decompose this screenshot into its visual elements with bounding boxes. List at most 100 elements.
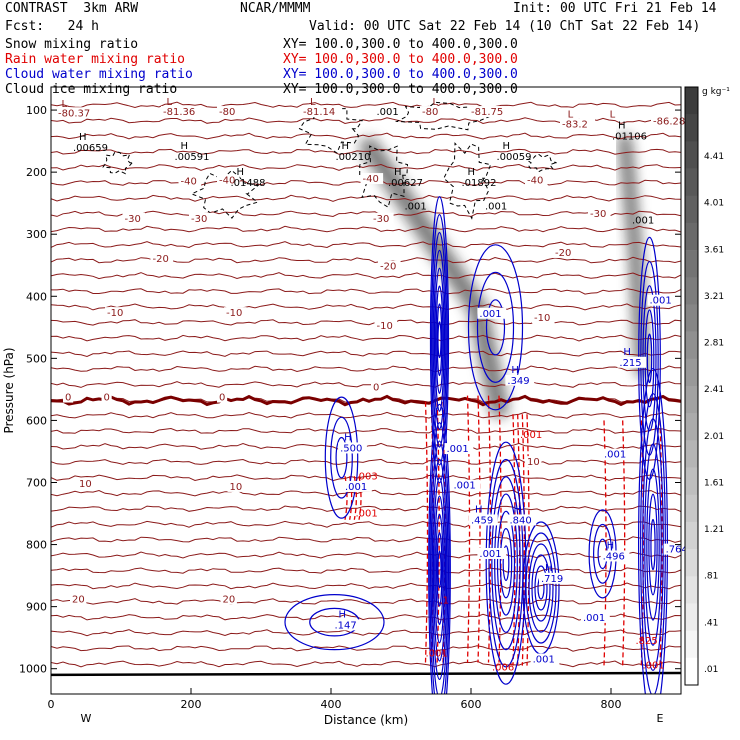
isotherm-label-bg (374, 320, 398, 332)
isotherm (51, 474, 681, 482)
isotherm (51, 225, 681, 233)
cloud-water-contour (330, 416, 353, 499)
valid-time: Valid: 00 UTC Sat 22 Feb 14 (10 ChT Sat … (309, 19, 701, 34)
extremum-value: .01488 (231, 178, 266, 189)
colorbar-swatch (685, 222, 698, 251)
contour-labels: -80.37 -81.36 -80 -81.14 -80 -81.75 -83.2 -86.2… (56, 97, 693, 674)
rain-label: .001 (356, 509, 378, 520)
cloud-water-label-bg (477, 547, 507, 559)
isotherm-label: -80.37 (58, 108, 90, 119)
colorbar-swatch (685, 494, 698, 523)
cloud-water-label: .001 (479, 309, 501, 320)
colorbar-swatch (685, 250, 698, 278)
cloud-water-label-bg (469, 514, 498, 526)
colorbar-swatch (685, 386, 698, 414)
isotherm (51, 288, 681, 295)
cloud-water-label: .001 (583, 613, 605, 624)
isotherm-label: 0 (373, 383, 379, 394)
isotherm (51, 520, 681, 528)
x-tick-label: 200 (181, 698, 202, 711)
isotherm-label: -40 (219, 175, 235, 186)
cloud-water-label-bg (617, 356, 647, 368)
isotherm-label: -81.14 (303, 107, 335, 118)
y-tick-label: 800 (26, 539, 47, 552)
isotherm-label-bg (227, 480, 244, 492)
cloud-water-label: .496 (603, 551, 625, 562)
field-xy-cloud-water: XY= 100.0,300.0 to 400.0,300.0 (283, 67, 518, 82)
isotherm-label: -20 (153, 254, 169, 265)
x-tick-label: 400 (321, 698, 342, 711)
isotherm-label-bg (220, 593, 237, 605)
ice-label: .001 (405, 201, 427, 212)
rain-contour (640, 420, 644, 666)
x-end-label-east: E (657, 712, 664, 725)
cloud-water-label-bg (663, 543, 693, 555)
cloud-water-contour (496, 510, 516, 616)
cloud-water-contour (528, 543, 554, 633)
colorbar-unit: g kg⁻¹ (702, 87, 730, 97)
colorbar-swatch (685, 277, 698, 305)
ice-contour (524, 153, 557, 173)
extremum-value: .00659 (73, 143, 108, 154)
cloud-water-contour (476, 271, 515, 383)
rain-label: .001 (643, 661, 665, 672)
isotherm-label: -81.75 (471, 107, 503, 118)
y-tick-label: 300 (26, 228, 47, 241)
isotherm (51, 645, 681, 652)
isotherm (51, 256, 681, 264)
cloud-water-contour (437, 550, 442, 589)
colorbar-swatch (685, 141, 698, 169)
colorbar-swatch (685, 114, 698, 142)
isotherm-label: -10 (534, 313, 550, 324)
isotherm-label: -10 (107, 308, 123, 319)
extremum-marker: H (503, 141, 511, 152)
isotherm-label: -81.36 (163, 107, 195, 118)
cloud-water-contours (284, 196, 668, 694)
colorbar-swatch (685, 576, 698, 604)
colorbar-swatch (685, 549, 698, 577)
rain-label: .006 (492, 663, 514, 674)
extremum-value: .01892 (462, 178, 497, 189)
isotherm-label-bg (189, 212, 212, 224)
zero-isotherm (51, 394, 681, 407)
y-tick-label: 900 (26, 601, 47, 614)
ice-contour (359, 145, 409, 208)
isotherm (51, 194, 681, 202)
cloud-water-max-marker: H (514, 504, 522, 515)
isotherm-label-bg (101, 391, 112, 403)
cloud-water-contour (284, 594, 385, 651)
ice-contour (443, 142, 492, 220)
isotherm (51, 303, 681, 311)
isotherm-label-bg (588, 207, 611, 219)
cloud-water-max-marker: H (623, 347, 631, 358)
rain-contour (436, 401, 440, 663)
isotherm (51, 660, 681, 668)
rain-contour (466, 395, 471, 663)
y-tick-label: 700 (26, 476, 47, 489)
init-time: Init: 00 UTC Fri 21 Feb 14 (513, 1, 717, 16)
cloud-water-contour (430, 440, 449, 694)
isotherm (51, 272, 681, 280)
isotherm-label: -30 (125, 214, 141, 225)
isotherm (51, 613, 681, 621)
colorbar-level: 2.41 (704, 385, 724, 395)
cloud-water-contour (428, 403, 451, 694)
cloud-water-max-marker: H (607, 540, 615, 551)
cloud-water-contour (436, 532, 443, 607)
y-tick-label: 400 (26, 290, 47, 303)
cloud-water-contour (646, 333, 653, 384)
ice-contour (298, 106, 364, 154)
extremum-marker: L (167, 97, 173, 108)
colorbar-swatch (685, 440, 698, 468)
rain-contour (477, 395, 481, 663)
y-tick-label: 200 (26, 166, 47, 179)
cloud-water-contour (644, 443, 662, 646)
cloud-water-contour (646, 468, 660, 621)
isotherm (51, 381, 681, 388)
isotherm-label-bg (77, 477, 94, 489)
x-axis-title: Distance (km) (324, 713, 408, 727)
cloud-water-label: .764 (666, 545, 688, 556)
cloud-water-label-bg (332, 619, 362, 631)
y-tick-label: 500 (26, 352, 47, 365)
extremum-value: .01106 (612, 132, 647, 143)
